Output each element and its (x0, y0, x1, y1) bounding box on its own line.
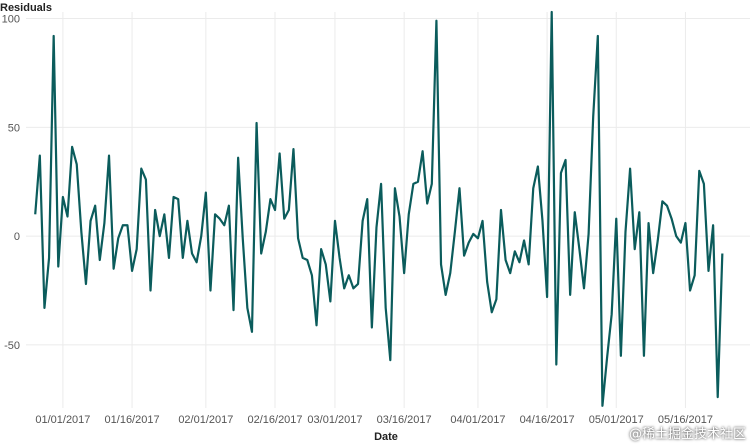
x-tick-label: 03/16/2017 (377, 414, 432, 426)
x-tick-label: 02/01/2017 (178, 414, 233, 426)
x-tick-label: 03/01/2017 (307, 414, 362, 426)
x-axis-title: Date (374, 431, 398, 443)
y-tick-label: -50 (4, 340, 20, 352)
x-tick-label: 04/16/2017 (520, 414, 575, 426)
y-tick-label: 100 (2, 14, 20, 26)
residuals-series-line (34, 10, 724, 407)
y-tick-label: 50 (8, 122, 20, 134)
x-tick-label: 04/01/2017 (450, 414, 505, 426)
x-tick-label: 01/16/2017 (105, 414, 160, 426)
x-tick-label: 02/16/2017 (247, 414, 302, 426)
x-tick-label: 01/01/2017 (35, 414, 90, 426)
y-tick-labels: -50 0 50 100 (2, 14, 20, 352)
x-tick-label: 05/16/2017 (658, 414, 713, 426)
x-tick-label: 05/01/2017 (589, 414, 644, 426)
x-tick-labels: 01/01/2017 01/16/2017 02/01/2017 02/16/2017… (35, 414, 713, 426)
y-axis-title: Residuals (0, 2, 52, 14)
watermark-text: @稀土掘金技术社区 (628, 427, 746, 442)
y-tick-label: 0 (14, 231, 20, 243)
gridlines (26, 12, 750, 408)
